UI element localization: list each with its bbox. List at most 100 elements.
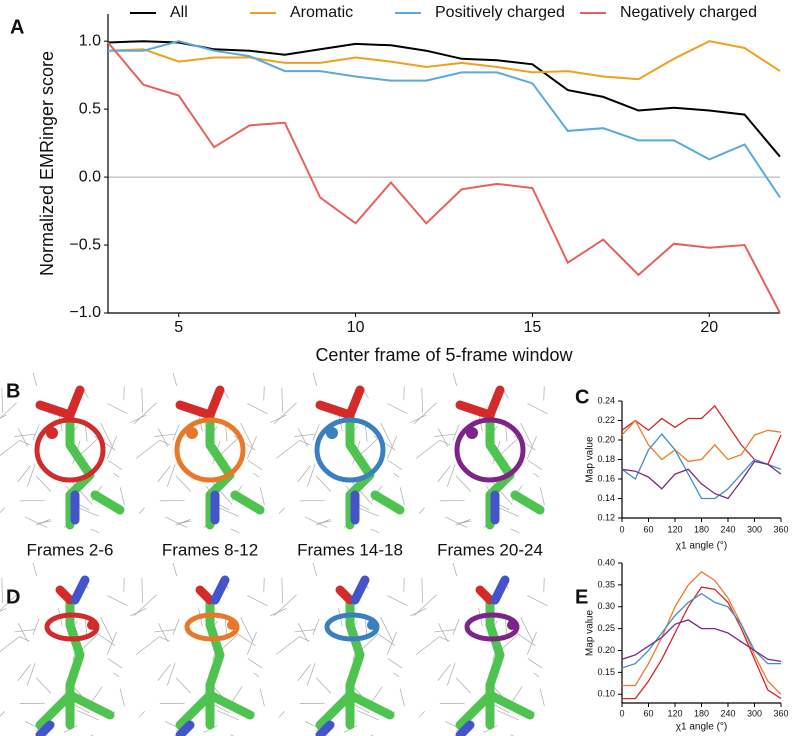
- structure-images: [0, 372, 548, 736]
- structure-image: [410, 562, 548, 736]
- density-mesh: [297, 465, 311, 483]
- density-mesh: [520, 617, 533, 642]
- density-mesh: [32, 618, 40, 636]
- density-mesh: [439, 636, 451, 642]
- y-tick-label: 0.0: [79, 168, 101, 185]
- density-mesh: [455, 519, 469, 526]
- density-mesh: [247, 403, 268, 414]
- legend-label: Positively charged: [435, 4, 565, 21]
- density-mesh: [275, 636, 301, 655]
- density-mesh: [141, 578, 143, 604]
- x-axis-label: χ1 angle (°): [676, 722, 728, 733]
- stick: [455, 400, 495, 420]
- series-line: [622, 570, 782, 695]
- ring: [184, 612, 240, 642]
- density-mesh: [527, 658, 543, 669]
- density-mesh: [410, 608, 427, 617]
- density-mesh: [410, 414, 427, 423]
- x-tick-label: 60: [643, 708, 653, 718]
- density-mesh: [76, 506, 99, 517]
- density-mesh: [421, 387, 423, 413]
- y-tick-label: 0.20: [597, 645, 615, 655]
- legend-label: Negatively charged: [620, 4, 757, 21]
- density-mesh: [278, 710, 285, 718]
- density-mesh: [107, 403, 128, 414]
- density-mesh: [135, 439, 161, 459]
- density-mesh: [510, 734, 515, 736]
- y-axis-label: Map value: [585, 436, 596, 483]
- density-mesh: [434, 629, 456, 633]
- density-mesh: [100, 422, 113, 448]
- density-mesh: [0, 402, 17, 419]
- density-mesh: [133, 402, 157, 424]
- density-mesh: [294, 433, 316, 437]
- density-mesh: [172, 618, 180, 636]
- density-mesh: [113, 672, 120, 678]
- density-mesh: [135, 636, 161, 655]
- x-tick-label: 240: [720, 708, 735, 718]
- panel-label: B: [6, 380, 20, 402]
- density-mesh: [35, 475, 52, 492]
- density-mesh: [297, 664, 311, 681]
- x-tick-label: 20: [700, 319, 718, 336]
- stick: [510, 490, 545, 515]
- stick: [455, 720, 475, 736]
- series-line: [107, 40, 781, 81]
- density-mesh: [259, 688, 265, 707]
- x-tick-label: 5: [174, 319, 183, 336]
- x-tick-label: 360: [773, 708, 788, 718]
- density-mesh: [0, 710, 5, 717]
- stick: [65, 385, 85, 420]
- density-mesh: [356, 710, 379, 721]
- density-mesh: [35, 519, 49, 526]
- density-mesh: [312, 424, 320, 441]
- density-mesh: [380, 422, 393, 448]
- y-tick-label: 0.12: [597, 512, 615, 522]
- density-mesh: [100, 617, 113, 642]
- density-mesh: [231, 686, 243, 703]
- density-mesh: [434, 433, 456, 437]
- density-mesh: [166, 662, 176, 686]
- density-mesh: [415, 636, 441, 655]
- density-mesh: [281, 578, 283, 604]
- stick: [205, 385, 225, 420]
- density-mesh: [527, 403, 548, 414]
- ring-bead: [326, 427, 338, 439]
- density-mesh: [315, 519, 329, 526]
- density-mesh: [455, 475, 472, 492]
- y-tick-label: −0.5: [69, 236, 101, 253]
- x-tick-label: 240: [720, 524, 735, 534]
- structure-image: [270, 562, 408, 736]
- structure-image: [130, 372, 268, 534]
- density-mesh: [158, 428, 168, 447]
- density-mesh: [413, 402, 437, 424]
- stick: [315, 400, 355, 420]
- density-mesh: [281, 387, 283, 413]
- stick: [335, 585, 355, 605]
- density-mesh: [76, 710, 99, 721]
- legend-label: All: [170, 4, 188, 21]
- density-mesh: [304, 516, 327, 528]
- density-mesh: [159, 636, 171, 642]
- ring: [324, 612, 380, 642]
- x-tick-label: 60: [643, 524, 653, 534]
- density-mesh: [32, 424, 40, 441]
- ring: [464, 612, 520, 642]
- density-mesh: [494, 704, 510, 714]
- density-mesh: [0, 507, 5, 514]
- density-mesh: [175, 519, 189, 526]
- density-mesh: [299, 636, 311, 642]
- y-tick-label: 0.24: [597, 395, 615, 405]
- density-mesh: [253, 472, 260, 478]
- panel-label: E: [575, 586, 588, 608]
- density-mesh: [452, 372, 458, 386]
- stick: [485, 595, 505, 730]
- y-tick-label: 0.30: [597, 601, 615, 611]
- density-mesh: [107, 459, 123, 470]
- density-mesh: [32, 372, 38, 386]
- y-tick-label: 0.20: [597, 434, 615, 444]
- density-mesh: [380, 617, 393, 642]
- y-tick-label: 0.22: [597, 415, 615, 425]
- density-mesh: [130, 414, 147, 423]
